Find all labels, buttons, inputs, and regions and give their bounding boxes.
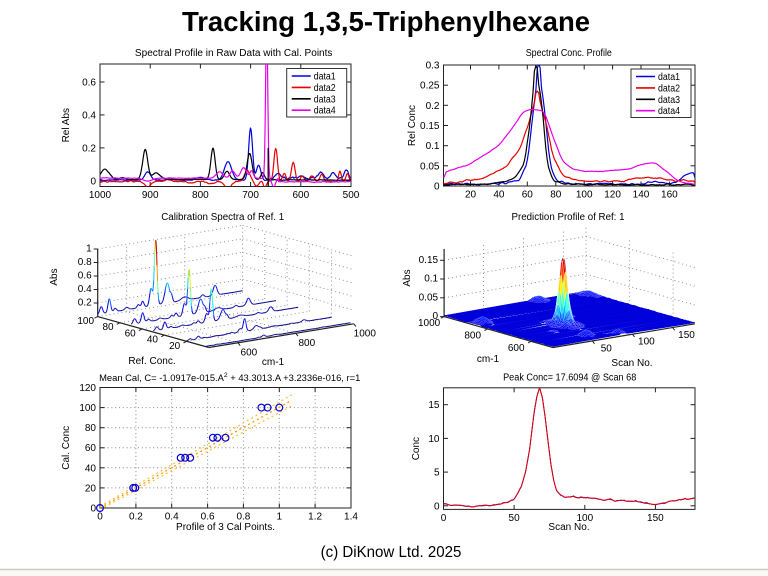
svg-text:0: 0	[441, 513, 447, 524]
svg-text:1.2: 1.2	[308, 512, 322, 523]
svg-text:data3: data3	[314, 94, 336, 105]
svg-text:data4: data4	[658, 106, 680, 117]
svg-text:0.1: 0.1	[424, 274, 438, 285]
svg-text:Abs: Abs	[49, 268, 60, 285]
svg-text:1000: 1000	[354, 328, 377, 339]
svg-text:15: 15	[428, 400, 440, 411]
svg-text:Profile of 3 Cal Points.: Profile of 3 Cal Points.	[176, 522, 275, 533]
svg-text:Peak Conc= 17.6094 @ Scan 68: Peak Conc= 17.6094 @ Scan 68	[503, 373, 637, 384]
svg-text:data1: data1	[314, 72, 336, 83]
svg-text:0: 0	[433, 311, 439, 322]
svg-text:0.15: 0.15	[420, 121, 440, 132]
svg-text:50: 50	[509, 513, 521, 524]
svg-text:0.4: 0.4	[78, 284, 92, 295]
svg-text:100: 100	[638, 337, 655, 348]
svg-text:100: 100	[77, 316, 94, 327]
svg-text:140: 140	[633, 190, 650, 201]
svg-text:600: 600	[292, 190, 309, 201]
svg-text:600: 600	[241, 347, 258, 358]
svg-text:0.8: 0.8	[236, 512, 250, 523]
svg-text:0.6: 0.6	[201, 512, 215, 523]
svg-text:0.3: 0.3	[426, 61, 440, 72]
svg-text:data1: data1	[658, 72, 680, 83]
svg-text:1: 1	[86, 244, 92, 255]
svg-text:60: 60	[125, 328, 137, 339]
svg-text:700: 700	[242, 190, 259, 201]
svg-text:150: 150	[678, 330, 695, 341]
svg-text:160: 160	[661, 190, 678, 201]
svg-text:60: 60	[85, 443, 97, 454]
svg-text:Cal. Conc: Cal. Conc	[61, 426, 72, 470]
svg-text:1000: 1000	[89, 190, 112, 201]
svg-text:Prediction Profile of Ref: 1: Prediction Profile of Ref: 1	[512, 212, 625, 223]
svg-text:0: 0	[90, 504, 96, 515]
svg-text:20: 20	[465, 190, 477, 201]
svg-text:0.15: 0.15	[419, 255, 439, 266]
svg-text:0.1: 0.1	[426, 141, 440, 152]
svg-text:0: 0	[90, 176, 96, 187]
svg-text:0.4: 0.4	[165, 512, 179, 523]
svg-text:Tracking 1,3,5-Triphenylhexane: Tracking 1,3,5-Triphenylhexane	[182, 6, 590, 37]
svg-text:Spectral Profile in Raw Data w: Spectral Profile in Raw Data with Cal. P…	[135, 48, 333, 59]
svg-text:40: 40	[493, 190, 505, 201]
svg-text:800: 800	[464, 330, 481, 341]
svg-text:40: 40	[147, 335, 159, 346]
svg-text:60: 60	[522, 190, 534, 201]
svg-text:0.05: 0.05	[420, 161, 440, 172]
svg-text:80: 80	[85, 423, 97, 434]
svg-text:0.2: 0.2	[426, 101, 440, 112]
svg-text:0: 0	[434, 501, 440, 512]
svg-text:0.6: 0.6	[82, 78, 96, 89]
svg-text:Rel Abs: Rel Abs	[61, 108, 72, 142]
svg-text:0.05: 0.05	[419, 292, 439, 303]
svg-text:data2: data2	[314, 83, 336, 94]
svg-text:data2: data2	[658, 83, 680, 94]
svg-text:150: 150	[647, 513, 664, 524]
svg-text:100: 100	[576, 190, 593, 201]
svg-text:0.25: 0.25	[420, 81, 440, 92]
svg-text:20: 20	[85, 483, 97, 494]
svg-text:data3: data3	[658, 95, 680, 106]
svg-text:800: 800	[192, 190, 209, 201]
svg-text:Calibration Spectra of Ref. 1: Calibration Spectra of Ref. 1	[161, 212, 284, 223]
svg-text:0: 0	[97, 512, 103, 523]
svg-text:0.2: 0.2	[129, 512, 143, 523]
svg-text:1: 1	[277, 512, 283, 523]
svg-text:0.4: 0.4	[82, 110, 96, 121]
svg-text:80: 80	[550, 190, 562, 201]
svg-text:120: 120	[604, 190, 621, 201]
svg-text:Scan No.: Scan No.	[548, 522, 589, 533]
svg-text:Abs: Abs	[402, 269, 413, 286]
svg-text:0: 0	[434, 182, 440, 193]
svg-text:data4: data4	[314, 106, 336, 117]
svg-text:1.4: 1.4	[344, 512, 358, 523]
svg-text:cm-1: cm-1	[477, 354, 500, 365]
svg-text:100: 100	[576, 513, 593, 524]
svg-text:40: 40	[85, 463, 97, 474]
svg-text:100: 100	[79, 403, 96, 414]
svg-text:0.8: 0.8	[78, 257, 92, 268]
svg-text:Scan No.: Scan No.	[611, 358, 652, 369]
svg-text:800: 800	[298, 338, 315, 349]
svg-text:Spectral Conc. Profile: Spectral Conc. Profile	[526, 48, 613, 59]
svg-text:cm-1: cm-1	[262, 357, 285, 368]
svg-text:120: 120	[79, 383, 96, 394]
svg-text:0.2: 0.2	[78, 298, 92, 309]
svg-text:0.2: 0.2	[82, 143, 96, 154]
svg-text:900: 900	[142, 190, 159, 201]
svg-text:80: 80	[102, 322, 114, 333]
svg-text:Rel Conc: Rel Conc	[407, 105, 418, 146]
svg-text:0.6: 0.6	[78, 271, 92, 282]
svg-text:600: 600	[508, 343, 525, 354]
svg-text:500: 500	[343, 190, 360, 201]
svg-text:10: 10	[428, 434, 440, 445]
svg-text:5: 5	[434, 468, 440, 479]
svg-text:Conc: Conc	[411, 437, 422, 460]
svg-text:50: 50	[601, 343, 613, 354]
svg-text:(c) DiKnow Ltd. 2025: (c) DiKnow Ltd. 2025	[321, 544, 462, 561]
svg-text:Ref. Conc.: Ref. Conc.	[128, 356, 175, 367]
svg-text:1000: 1000	[418, 318, 441, 329]
svg-text:Mean Cal, C= -1.0917e-015.A2 +: Mean Cal, C= -1.0917e-015.A2 + 43.3013.A…	[99, 372, 360, 383]
svg-text:20: 20	[169, 341, 181, 352]
